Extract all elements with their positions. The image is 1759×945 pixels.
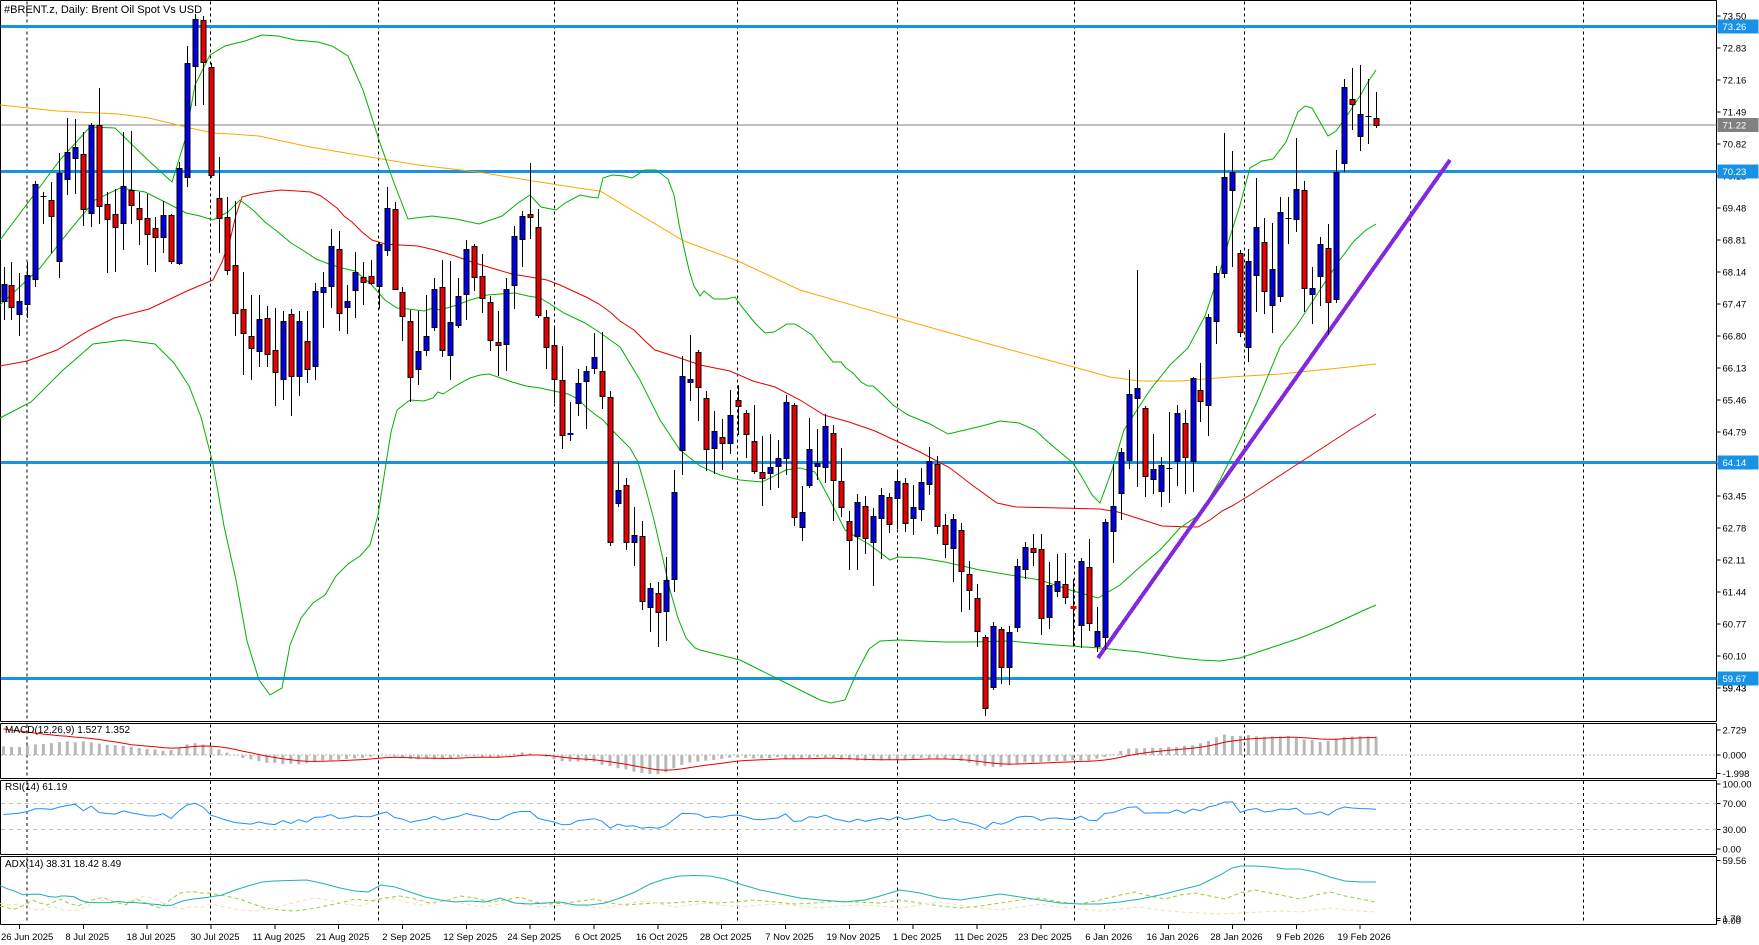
svg-text:28 Oct 2025: 28 Oct 2025 — [700, 932, 752, 943]
svg-text:67.47: 67.47 — [1723, 299, 1747, 310]
svg-text:60.77: 60.77 — [1723, 619, 1747, 630]
svg-text:60.10: 60.10 — [1723, 651, 1747, 662]
svg-text:63.45: 63.45 — [1723, 491, 1747, 502]
svg-text:73.26: 73.26 — [1723, 22, 1747, 33]
svg-text:59.43: 59.43 — [1723, 683, 1747, 694]
svg-text:28 Jan 2026: 28 Jan 2026 — [1210, 932, 1262, 943]
svg-text:59.43: 59.43 — [1723, 684, 1747, 695]
svg-text:64.79: 64.79 — [1723, 427, 1747, 438]
svg-text:62.11: 62.11 — [1723, 555, 1746, 566]
svg-text:62.78: 62.78 — [1723, 523, 1747, 534]
svg-text:16 Oct 2025: 16 Oct 2025 — [636, 932, 688, 943]
svg-text:70.23: 70.23 — [1723, 167, 1747, 178]
svg-text:16 Jan 2026: 16 Jan 2026 — [1146, 932, 1198, 943]
svg-text:21 Aug 2025: 21 Aug 2025 — [316, 932, 369, 943]
svg-text:1.79: 1.79 — [1723, 914, 1742, 925]
svg-text:66.13: 66.13 — [1723, 363, 1747, 374]
svg-text:MACD(12,26,9) 1.527 1.352: MACD(12,26,9) 1.527 1.352 — [5, 725, 131, 736]
svg-text:70.00: 70.00 — [1723, 799, 1747, 810]
svg-text:68.14: 68.14 — [1723, 267, 1747, 278]
svg-text:0.00: 0.00 — [1723, 916, 1742, 927]
svg-text:68.81: 68.81 — [1723, 235, 1747, 246]
svg-text:-1.998: -1.998 — [1723, 769, 1750, 780]
svg-text:11 Dec 2025: 11 Dec 2025 — [955, 932, 1008, 943]
svg-text:7 Nov 2025: 7 Nov 2025 — [765, 932, 814, 943]
svg-text:30 Jul 2025: 30 Jul 2025 — [190, 932, 239, 943]
svg-text:18 Jul 2025: 18 Jul 2025 — [127, 932, 176, 943]
svg-text:9 Feb 2026: 9 Feb 2026 — [1276, 932, 1324, 943]
svg-text:11 Aug 2025: 11 Aug 2025 — [252, 932, 305, 943]
svg-text:2 Sep 2025: 2 Sep 2025 — [382, 932, 431, 943]
svg-text:100.00: 100.00 — [1723, 780, 1752, 791]
svg-text:19 Nov 2025: 19 Nov 2025 — [826, 932, 880, 943]
svg-text:30.00: 30.00 — [1723, 825, 1747, 836]
svg-text:RSI(14) 61.19: RSI(14) 61.19 — [5, 782, 68, 793]
svg-text:#BRENT.z, Daily: Brent Oil Sp: #BRENT.z, Daily: Brent Oil Spot Vs USD — [4, 4, 202, 16]
svg-text:72.16: 72.16 — [1723, 76, 1747, 87]
svg-text:19 Feb 2026: 19 Feb 2026 — [1337, 932, 1390, 943]
svg-text:6 Oct 2025: 6 Oct 2025 — [575, 932, 621, 943]
svg-text:72.83: 72.83 — [1723, 44, 1747, 55]
svg-text:71.49: 71.49 — [1723, 108, 1747, 119]
svg-text:64.14: 64.14 — [1723, 458, 1747, 469]
svg-text:0.00: 0.00 — [1723, 845, 1742, 856]
svg-text:69.48: 69.48 — [1723, 204, 1747, 215]
svg-text:59.67: 59.67 — [1723, 674, 1747, 685]
svg-text:8 Jul 2025: 8 Jul 2025 — [65, 932, 109, 943]
svg-text:65.46: 65.46 — [1723, 395, 1747, 406]
svg-text:ADX(14) 38.31 18.42 8.49: ADX(14) 38.31 18.42 8.49 — [5, 859, 122, 870]
svg-text:59.56: 59.56 — [1723, 856, 1747, 867]
svg-text:66.80: 66.80 — [1723, 331, 1747, 342]
svg-text:26 Jun 2025: 26 Jun 2025 — [1, 932, 53, 943]
svg-text:12 Sep 2025: 12 Sep 2025 — [443, 932, 497, 943]
svg-text:61.44: 61.44 — [1723, 587, 1747, 598]
svg-text:1 Dec 2025: 1 Dec 2025 — [893, 932, 942, 943]
svg-text:71.22: 71.22 — [1723, 121, 1747, 132]
svg-text:0.000: 0.000 — [1723, 751, 1747, 762]
svg-text:23 Dec 2025: 23 Dec 2025 — [1018, 932, 1072, 943]
svg-text:2.729: 2.729 — [1723, 726, 1747, 737]
svg-text:70.82: 70.82 — [1723, 140, 1747, 151]
svg-text:24 Sep 2025: 24 Sep 2025 — [507, 932, 561, 943]
svg-text:73.50: 73.50 — [1723, 12, 1747, 23]
svg-text:6 Jan 2026: 6 Jan 2026 — [1085, 932, 1132, 943]
